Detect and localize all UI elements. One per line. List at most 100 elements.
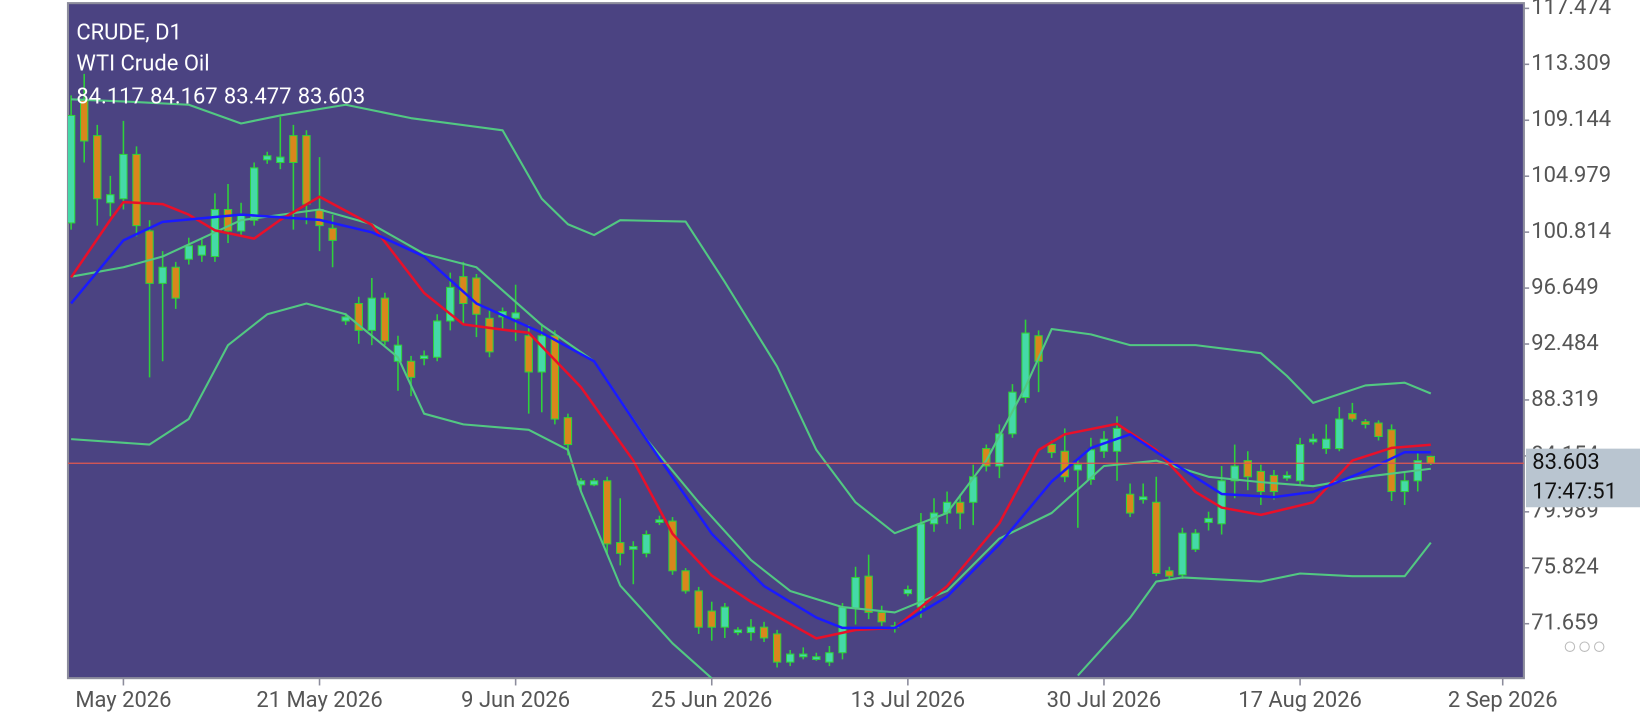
candle-body xyxy=(328,227,337,241)
candle-body xyxy=(524,335,533,373)
y-tick-label: 75.824 xyxy=(1531,555,1599,580)
candle-body xyxy=(1322,438,1331,450)
candle-body xyxy=(1178,532,1187,576)
candle-body xyxy=(197,245,207,256)
candle-body xyxy=(759,626,769,639)
candle-body xyxy=(772,633,782,663)
menu-dot[interactable] xyxy=(1593,641,1605,652)
candle-body xyxy=(1400,480,1409,493)
candle-body xyxy=(1217,480,1226,525)
x-tick-label: 21 May 2026 xyxy=(256,688,382,713)
candle-body xyxy=(511,312,520,319)
y-tick-label: 117.474 xyxy=(1531,0,1611,20)
ohlc-open: 84.117 xyxy=(76,84,144,109)
indicator-line xyxy=(70,208,1431,614)
ohlc-readout: 84.117 84.167 83.477 83.603 xyxy=(76,84,365,109)
y-tick-label: 71.659 xyxy=(1531,611,1599,636)
axes: 117.474 113.309 109.144 104.979 100.814 96.64… xyxy=(75,0,1611,713)
plot xyxy=(67,73,1435,679)
y-tick-label: 88.319 xyxy=(1531,387,1599,412)
candle-body xyxy=(707,610,716,628)
candle-body xyxy=(315,208,324,227)
candle-body xyxy=(1295,444,1305,482)
candle-body xyxy=(825,652,834,663)
candle-body xyxy=(864,575,873,613)
candle-body xyxy=(877,611,886,623)
candle-body xyxy=(1086,449,1096,480)
y-tick-label: 100.814 xyxy=(1531,219,1611,244)
candle-body xyxy=(1230,465,1239,482)
y-tick-label: 104.979 xyxy=(1531,163,1611,188)
candle-body xyxy=(799,653,808,658)
price-label-box xyxy=(1525,448,1640,508)
x-tick-label: 2 Sep 2026 xyxy=(1448,688,1558,713)
candle-body xyxy=(733,629,743,634)
candle-body xyxy=(419,355,429,360)
candle-body xyxy=(93,135,102,200)
x-tick-label: 17 Aug 2026 xyxy=(1238,688,1362,713)
price-label: 83.603 xyxy=(1532,450,1600,475)
candle-body xyxy=(903,589,913,595)
candle-body xyxy=(1348,413,1357,420)
overlay-labels: 83.603 17:47:51 xyxy=(67,448,1640,508)
candle-body xyxy=(602,480,612,545)
candle-body xyxy=(720,606,730,628)
candle-body xyxy=(851,576,860,609)
menu-dot[interactable] xyxy=(1564,641,1576,652)
candle-body xyxy=(380,297,390,342)
candle-body xyxy=(1191,532,1200,550)
candle-body xyxy=(1152,501,1161,574)
candle-body xyxy=(341,316,350,322)
candle-body xyxy=(223,208,233,232)
candle-body xyxy=(106,194,115,204)
candle-body xyxy=(1021,332,1030,399)
candle-body xyxy=(158,266,167,284)
candle-body xyxy=(184,245,193,260)
candle-body xyxy=(236,214,246,232)
candle-body xyxy=(472,277,481,315)
candle-body xyxy=(838,606,847,654)
candle-body xyxy=(550,335,560,420)
candle-body xyxy=(406,360,416,378)
candle-body xyxy=(1060,450,1069,478)
candle-body xyxy=(249,167,259,221)
candle-body xyxy=(263,155,272,161)
more-menu[interactable] xyxy=(1564,641,1605,652)
candle-body xyxy=(1204,517,1213,523)
candle-body xyxy=(119,153,128,200)
candle-body xyxy=(67,114,76,224)
candle-body xyxy=(1073,464,1083,471)
candle-body xyxy=(1361,421,1370,425)
candle-body xyxy=(982,448,991,467)
candle-body xyxy=(955,501,965,514)
candle-body xyxy=(746,626,756,634)
menu-dot[interactable] xyxy=(1579,641,1590,652)
candle-body xyxy=(1243,460,1252,478)
candle-body xyxy=(642,533,651,554)
candle-body xyxy=(537,335,546,373)
candle-body xyxy=(367,297,377,331)
ohlc-close: 83.603 xyxy=(298,84,366,109)
ohlc-high: 84.167 xyxy=(150,84,218,109)
plot-area xyxy=(66,2,1525,680)
candle-body xyxy=(145,230,154,284)
y-tick-label: 113.309 xyxy=(1531,51,1611,76)
candle-body xyxy=(995,433,1004,467)
candle-body xyxy=(694,590,703,628)
x-tick-label: 25 Jun 2026 xyxy=(651,688,772,713)
x-tick-label: 9 Jun 2026 xyxy=(461,688,570,713)
x-tick-label: 30 Jul 2026 xyxy=(1047,688,1162,713)
candle-body xyxy=(302,135,311,205)
candle-body xyxy=(446,286,455,322)
chart-title: CRUDE, D1 xyxy=(76,20,182,45)
candle-body xyxy=(354,302,363,331)
countdown-label: 17:47:51 xyxy=(1532,479,1617,504)
candle-body xyxy=(1426,455,1435,464)
candle-body xyxy=(655,519,664,523)
candle-body xyxy=(616,542,625,554)
candle-body xyxy=(1282,474,1292,479)
indicator-line xyxy=(71,302,713,679)
x-tick-label: May 2026 xyxy=(75,688,171,713)
candle-body xyxy=(563,417,573,446)
